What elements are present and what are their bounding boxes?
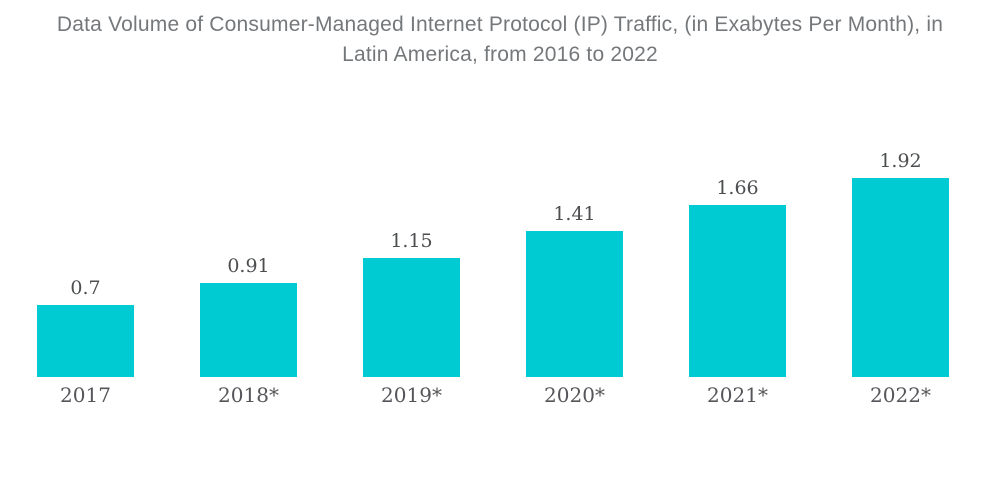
chart-title-line1: Data Volume of Consumer-Managed Internet… <box>56 13 944 36</box>
bar-2018 <box>200 283 297 377</box>
bar-2019 <box>363 258 460 377</box>
x-axis-label-2019: 2019* <box>381 383 442 407</box>
bar-value-label: 0.7 <box>70 277 101 299</box>
bar-group-2020: 1.41 2020* <box>493 0 656 504</box>
bar-2017 <box>37 305 134 377</box>
x-axis-label-2021: 2021* <box>707 383 768 407</box>
bar-group-2018: 0.91 2018* <box>167 0 330 504</box>
bar-group-2022: 1.92 2022* <box>819 0 982 504</box>
bar-value-label: 1.15 <box>390 230 433 252</box>
bar-2020 <box>526 231 623 377</box>
bar-2022 <box>852 178 949 377</box>
x-axis-label-2022: 2022* <box>870 383 931 407</box>
bar-2021 <box>689 205 786 377</box>
x-axis-label-2017: 2017 <box>60 383 111 407</box>
bar-value-label: 1.92 <box>879 150 922 172</box>
bar-value-label: 1.66 <box>716 177 759 199</box>
x-axis-label-2018: 2018* <box>218 383 279 407</box>
bar-group-2021: 1.66 2021* <box>656 0 819 504</box>
chart-title-line2: Latin America, from 2016 to 2022 <box>342 43 658 66</box>
bar-value-label: 1.41 <box>553 203 596 225</box>
chart-title: Data Volume of Consumer-Managed Internet… <box>0 10 1000 70</box>
x-axis-label-2020: 2020* <box>544 383 605 407</box>
bar-group-2019: 1.15 2019* <box>330 0 493 504</box>
bar-value-label: 0.91 <box>227 255 270 277</box>
bar-group-2017: 0.7 2017 <box>4 0 167 504</box>
